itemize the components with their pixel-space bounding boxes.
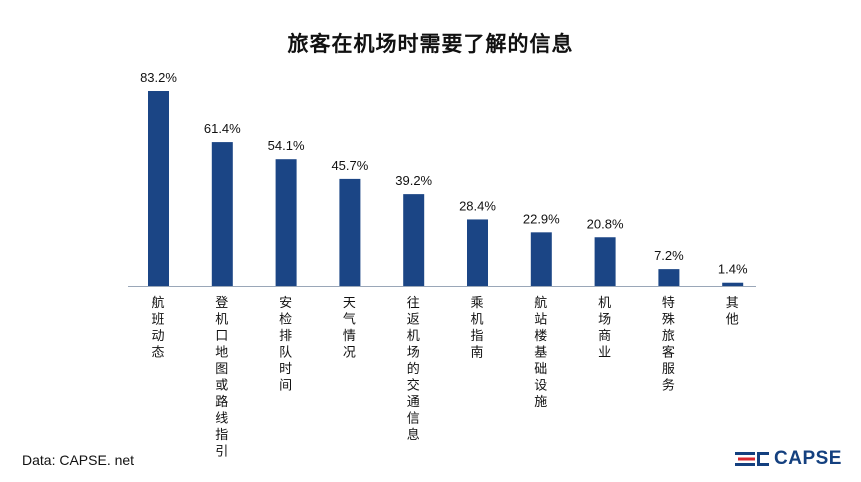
data-label: 1.4%	[718, 262, 748, 277]
category-label: 其他	[726, 296, 739, 328]
category-label: 航班动态	[152, 295, 165, 361]
data-label: 7.2%	[654, 248, 684, 263]
category-label: 天气情况	[343, 296, 356, 361]
data-label: 22.9%	[523, 211, 560, 226]
capse-logo: CAPSE	[735, 446, 842, 472]
category-label: 航站楼基础设施	[534, 295, 547, 410]
bar	[339, 178, 361, 286]
bar	[467, 219, 488, 286]
data-label: 45.7%	[331, 158, 368, 173]
data-label: 61.4%	[204, 121, 241, 136]
bar	[658, 269, 680, 286]
bar	[211, 142, 233, 286]
data-source: Data: CAPSE. net	[22, 452, 135, 468]
bar	[530, 232, 552, 286]
data-label: 20.8%	[587, 216, 624, 231]
data-label: 39.2%	[395, 173, 432, 188]
data-label: 83.2%	[140, 70, 177, 85]
capse-logo-text: CAPSE	[774, 448, 842, 469]
bar	[594, 237, 616, 286]
category-label: 安检排队时间	[279, 296, 292, 394]
bar	[403, 194, 425, 286]
bar	[148, 91, 169, 286]
capse-logo-icon	[735, 448, 769, 470]
bar	[722, 282, 744, 286]
data-label: 28.4%	[459, 198, 496, 213]
chart-title: 旅客在机场时需要了解的信息	[287, 32, 574, 56]
category-label: 特殊旅客服务	[662, 296, 675, 394]
category-label: 登机口地图或路线指引	[215, 296, 228, 460]
category-label: 往返机场的交通信息	[407, 296, 420, 443]
bar	[275, 159, 297, 286]
category-label: 乘机指南	[471, 296, 484, 361]
category-label: 机场商业	[598, 296, 611, 361]
data-label: 54.1%	[268, 138, 305, 153]
